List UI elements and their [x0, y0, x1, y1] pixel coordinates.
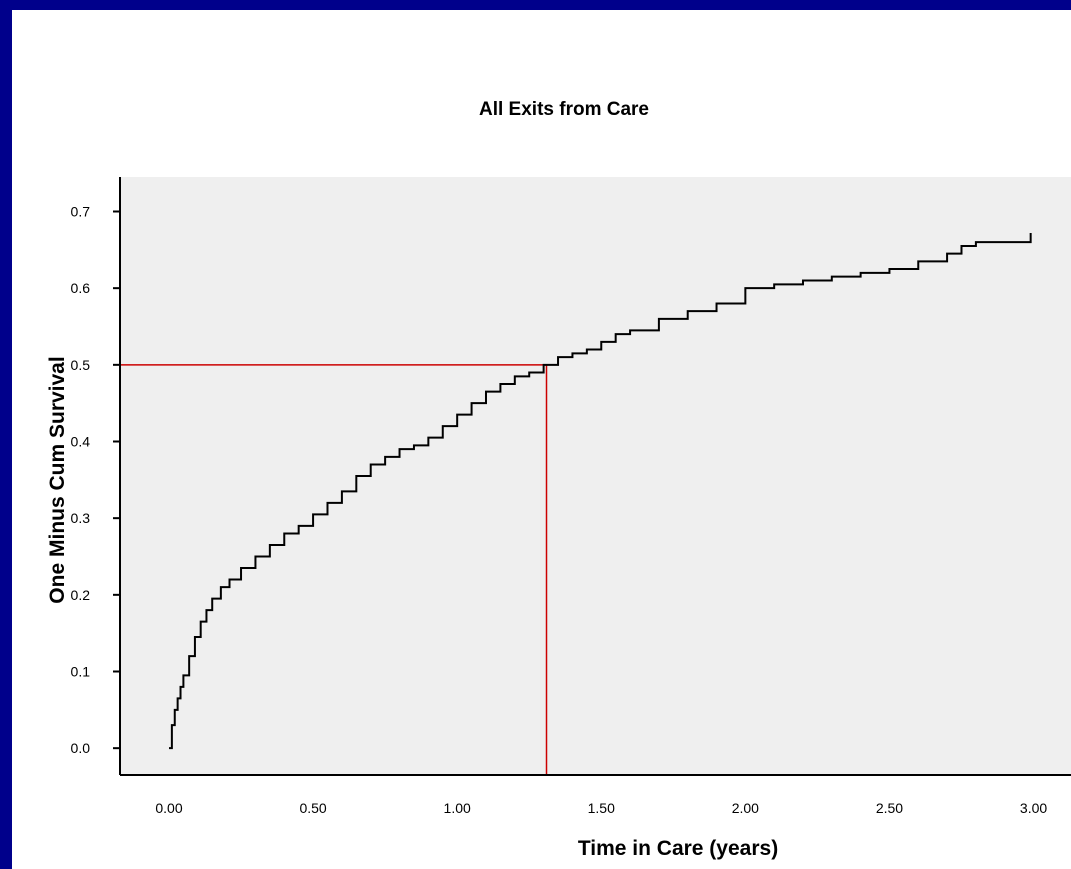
x-axis-ticks: 0.00 0.50 1.00 1.50 2.00 2.50 3.00	[155, 800, 1047, 816]
x-tick-label: 0.50	[299, 800, 326, 816]
chart-frame: All Exits from Care 0.0 0.1 0.2 0.3 0.4 0.5 0.…	[12, 10, 1071, 869]
x-axis-label: Time in Care (years)	[578, 837, 778, 860]
y-tick-label: 0.0	[71, 740, 91, 756]
chart-svg: All Exits from Care 0.00.10.20.30.40.50.…	[46, 99, 1071, 860]
x-tick-label: 2.50	[876, 800, 903, 816]
x-tick-label: 2.00	[732, 800, 759, 816]
series-line	[168, 232, 1032, 750]
x-tick-label: 1.50	[588, 800, 615, 816]
y-tick-label: 0.2	[71, 587, 91, 603]
y-tick-label: 0.1	[71, 664, 91, 680]
x-tick-label: 0.00	[155, 800, 182, 816]
series-layer	[168, 232, 1032, 750]
y-tick-label: 0.6	[71, 280, 91, 296]
y-tick-label: 0.3	[71, 510, 91, 526]
y-axis-ticks: 0.0 0.1 0.2 0.3 0.4 0.5 0.6 0.7	[71, 204, 120, 756]
x-tick-label: 3.00	[1020, 800, 1047, 816]
y-tick-label: 0.4	[71, 434, 91, 450]
chart-title: All Exits from Care	[479, 99, 649, 120]
reference-lines	[120, 364, 548, 775]
plot-area	[120, 177, 1071, 775]
x-tick-label: 1.00	[444, 800, 471, 816]
y-tick-label: 0.7	[71, 204, 91, 220]
y-tick-label: 0.5	[71, 357, 91, 373]
y-axis-label: One Minus Cum Survival	[46, 356, 69, 603]
